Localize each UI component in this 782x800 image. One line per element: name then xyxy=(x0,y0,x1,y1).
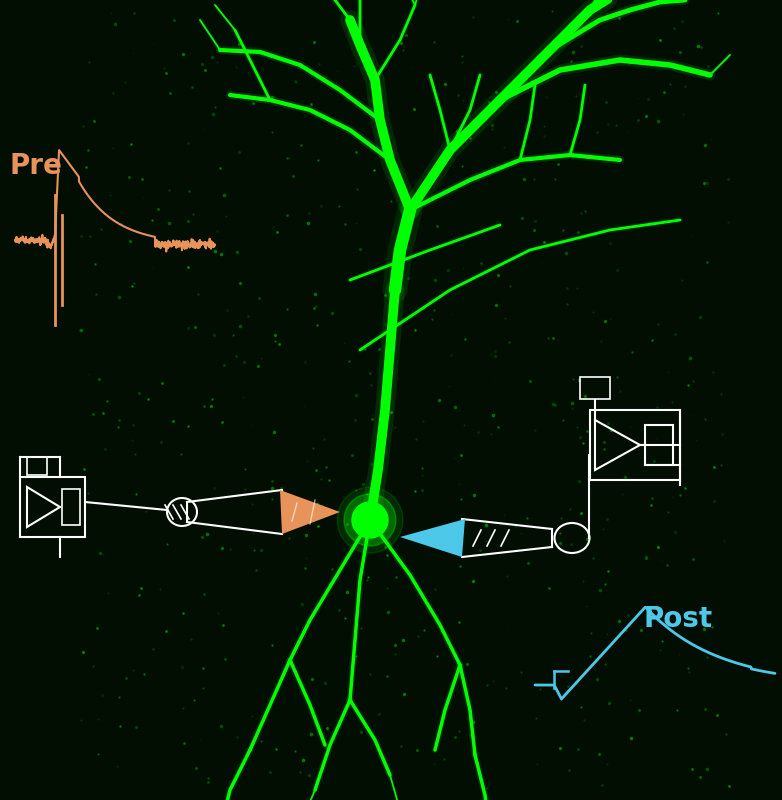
Bar xyxy=(20,477,85,537)
Polygon shape xyxy=(280,490,340,534)
Bar xyxy=(590,410,680,480)
Circle shape xyxy=(337,487,403,553)
Circle shape xyxy=(352,502,388,538)
Text: Post: Post xyxy=(643,605,712,633)
Circle shape xyxy=(344,494,396,546)
Bar xyxy=(27,457,47,475)
Polygon shape xyxy=(400,519,465,557)
Bar xyxy=(645,425,673,465)
Bar xyxy=(62,489,80,525)
Text: Pre: Pre xyxy=(10,152,63,180)
Bar xyxy=(580,377,610,399)
